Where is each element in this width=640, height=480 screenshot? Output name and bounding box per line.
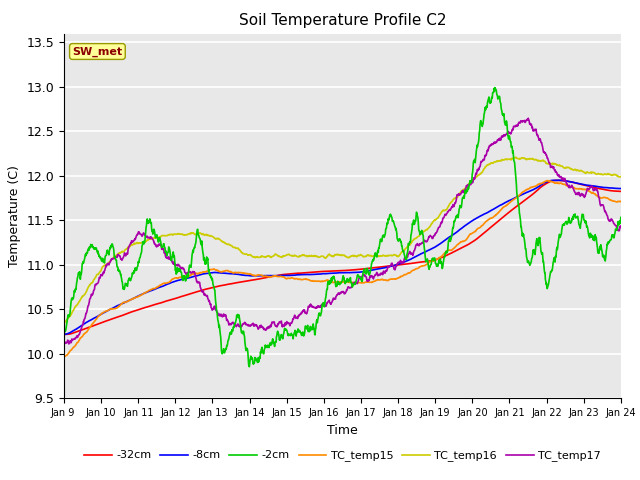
Line: TC_temp17: TC_temp17	[64, 118, 621, 345]
-8cm	[318, 271, 326, 276]
-2cm	[318, 302, 326, 308]
-32cm	[318, 269, 326, 275]
Line: -2cm: -2cm	[64, 87, 621, 367]
-8cm	[296, 272, 304, 277]
-2cm	[103, 248, 111, 253]
TC_temp17	[296, 312, 304, 317]
TC_temp16	[617, 174, 625, 180]
-2cm	[308, 325, 316, 331]
TC_temp15	[318, 278, 326, 284]
-8cm	[377, 265, 385, 271]
TC_temp15	[617, 199, 625, 204]
TC_temp16	[60, 319, 68, 325]
TC_temp16	[61, 320, 68, 325]
TC_temp15	[60, 354, 68, 360]
TC_temp16	[104, 261, 111, 266]
Y-axis label: Temperature (C): Temperature (C)	[8, 165, 21, 267]
TC_temp16	[126, 243, 134, 249]
TC_temp15	[103, 308, 111, 314]
TC_temp17	[126, 242, 134, 248]
-2cm	[60, 326, 68, 332]
TC_temp15	[126, 297, 134, 303]
TC_temp15	[543, 178, 551, 183]
TC_temp15	[308, 278, 316, 284]
-8cm	[617, 186, 625, 192]
-8cm	[126, 297, 134, 303]
TC_temp16	[308, 253, 316, 259]
-2cm	[246, 364, 253, 370]
-2cm	[617, 215, 625, 220]
-2cm	[378, 237, 385, 242]
Text: SW_met: SW_met	[72, 47, 122, 57]
-32cm	[377, 264, 385, 270]
-8cm	[308, 272, 316, 277]
TC_temp15	[296, 276, 304, 282]
TC_temp17	[103, 262, 111, 267]
-32cm	[103, 318, 111, 324]
Line: TC_temp16: TC_temp16	[64, 157, 621, 323]
-8cm	[554, 177, 562, 183]
-32cm	[296, 270, 304, 276]
-8cm	[103, 308, 111, 314]
TC_temp16	[512, 155, 520, 160]
-32cm	[308, 269, 316, 275]
-32cm	[552, 178, 560, 183]
Legend: -32cm, -8cm, -2cm, TC_temp15, TC_temp16, TC_temp17: -32cm, -8cm, -2cm, TC_temp15, TC_temp16,…	[79, 446, 605, 466]
TC_temp17	[617, 223, 625, 229]
TC_temp16	[297, 253, 305, 259]
Line: TC_temp15: TC_temp15	[64, 180, 621, 357]
Title: Soil Temperature Profile C2: Soil Temperature Profile C2	[239, 13, 446, 28]
TC_temp17	[524, 115, 532, 121]
TC_temp15	[377, 276, 385, 282]
Line: -8cm: -8cm	[64, 180, 621, 334]
TC_temp17	[60, 342, 68, 348]
-2cm	[491, 84, 499, 90]
-8cm	[60, 331, 68, 337]
-32cm	[126, 310, 134, 315]
-32cm	[60, 332, 68, 337]
-32cm	[617, 189, 625, 194]
Line: -32cm: -32cm	[64, 180, 621, 335]
TC_temp17	[318, 301, 326, 307]
TC_temp17	[377, 270, 385, 276]
-2cm	[297, 330, 305, 336]
X-axis label: Time: Time	[327, 424, 358, 437]
TC_temp16	[378, 253, 385, 259]
-2cm	[126, 276, 134, 282]
TC_temp16	[318, 253, 326, 259]
TC_temp17	[308, 304, 316, 310]
